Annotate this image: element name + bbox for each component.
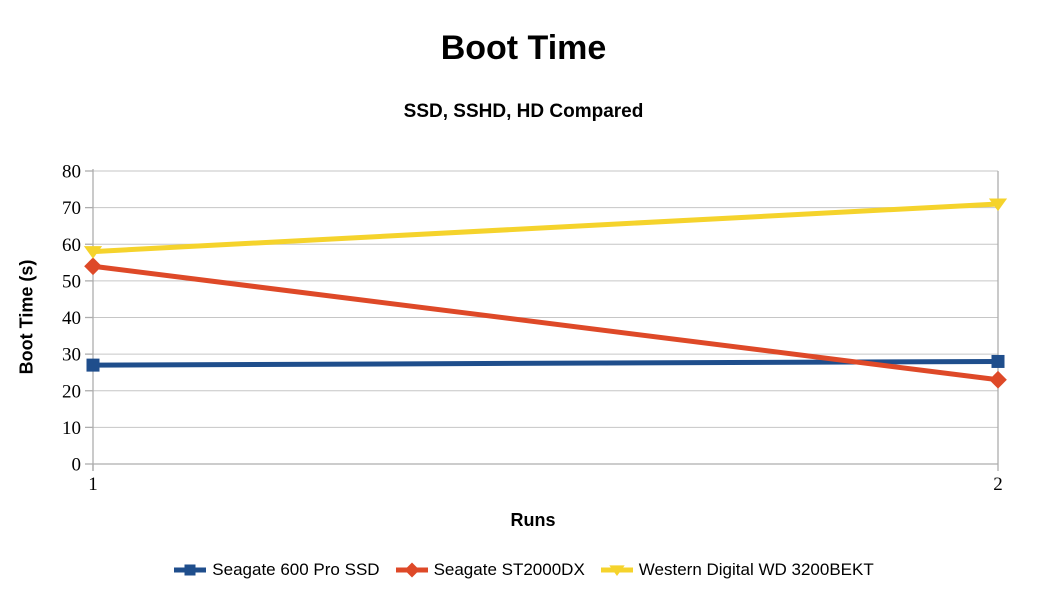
y-tick-label: 50 xyxy=(62,271,81,292)
series-2-marker xyxy=(988,198,1008,212)
legend-item-1: Seagate ST2000DX xyxy=(395,560,585,580)
diamond-icon xyxy=(404,562,420,578)
series-0-marker xyxy=(86,358,100,372)
series-1-marker xyxy=(84,257,102,276)
series-1 xyxy=(84,257,1007,389)
triangle-down-icon xyxy=(609,565,625,577)
series-1-line xyxy=(92,263,999,383)
legend: Seagate 600 Pro SSD Seagate ST2000DX Weste… xyxy=(0,555,1047,585)
series-1-marker xyxy=(989,370,1007,389)
y-tick-label: 30 xyxy=(62,345,81,366)
y-tick-label: 10 xyxy=(62,418,81,439)
y-tick-label: 0 xyxy=(72,455,82,476)
series-2-line xyxy=(92,201,999,255)
y-tick-label: 80 xyxy=(62,162,81,183)
chart-title: Boot Time xyxy=(440,29,607,67)
x-tick-label: 2 xyxy=(993,474,1003,495)
x-tick-label: 1 xyxy=(88,474,98,495)
tick-labels: 0 10 20 30 40 50 60 70 80 1 2 xyxy=(62,162,1003,496)
legend-label: Western Digital WD 3200BEKT xyxy=(638,560,874,579)
x-axis-title: Runs xyxy=(510,510,556,530)
y-tick-label: 40 xyxy=(62,308,81,329)
y-tick-label: 20 xyxy=(62,381,81,402)
diamond-legend-swatch-icon xyxy=(395,562,428,578)
chart-subtitle: SSD, SSHD, HD Compared xyxy=(403,101,644,122)
legend-item-0: Seagate 600 Pro SSD xyxy=(173,560,380,580)
y-tick-label: 70 xyxy=(62,198,81,219)
series-0-marker xyxy=(991,354,1005,368)
legend-item-2: Western Digital WD 3200BEKT xyxy=(600,560,874,580)
legend-label: Seagate ST2000DX xyxy=(433,560,585,579)
series-2 xyxy=(83,198,1008,259)
y-tick-label: 60 xyxy=(62,235,81,256)
legend-label: Seagate 600 Pro SSD xyxy=(212,560,380,579)
triangle-down-legend-swatch-icon xyxy=(600,565,633,577)
axes xyxy=(85,169,999,471)
square-legend-swatch-icon xyxy=(174,564,207,576)
square-icon xyxy=(184,564,196,576)
series-2-marker xyxy=(83,246,103,259)
